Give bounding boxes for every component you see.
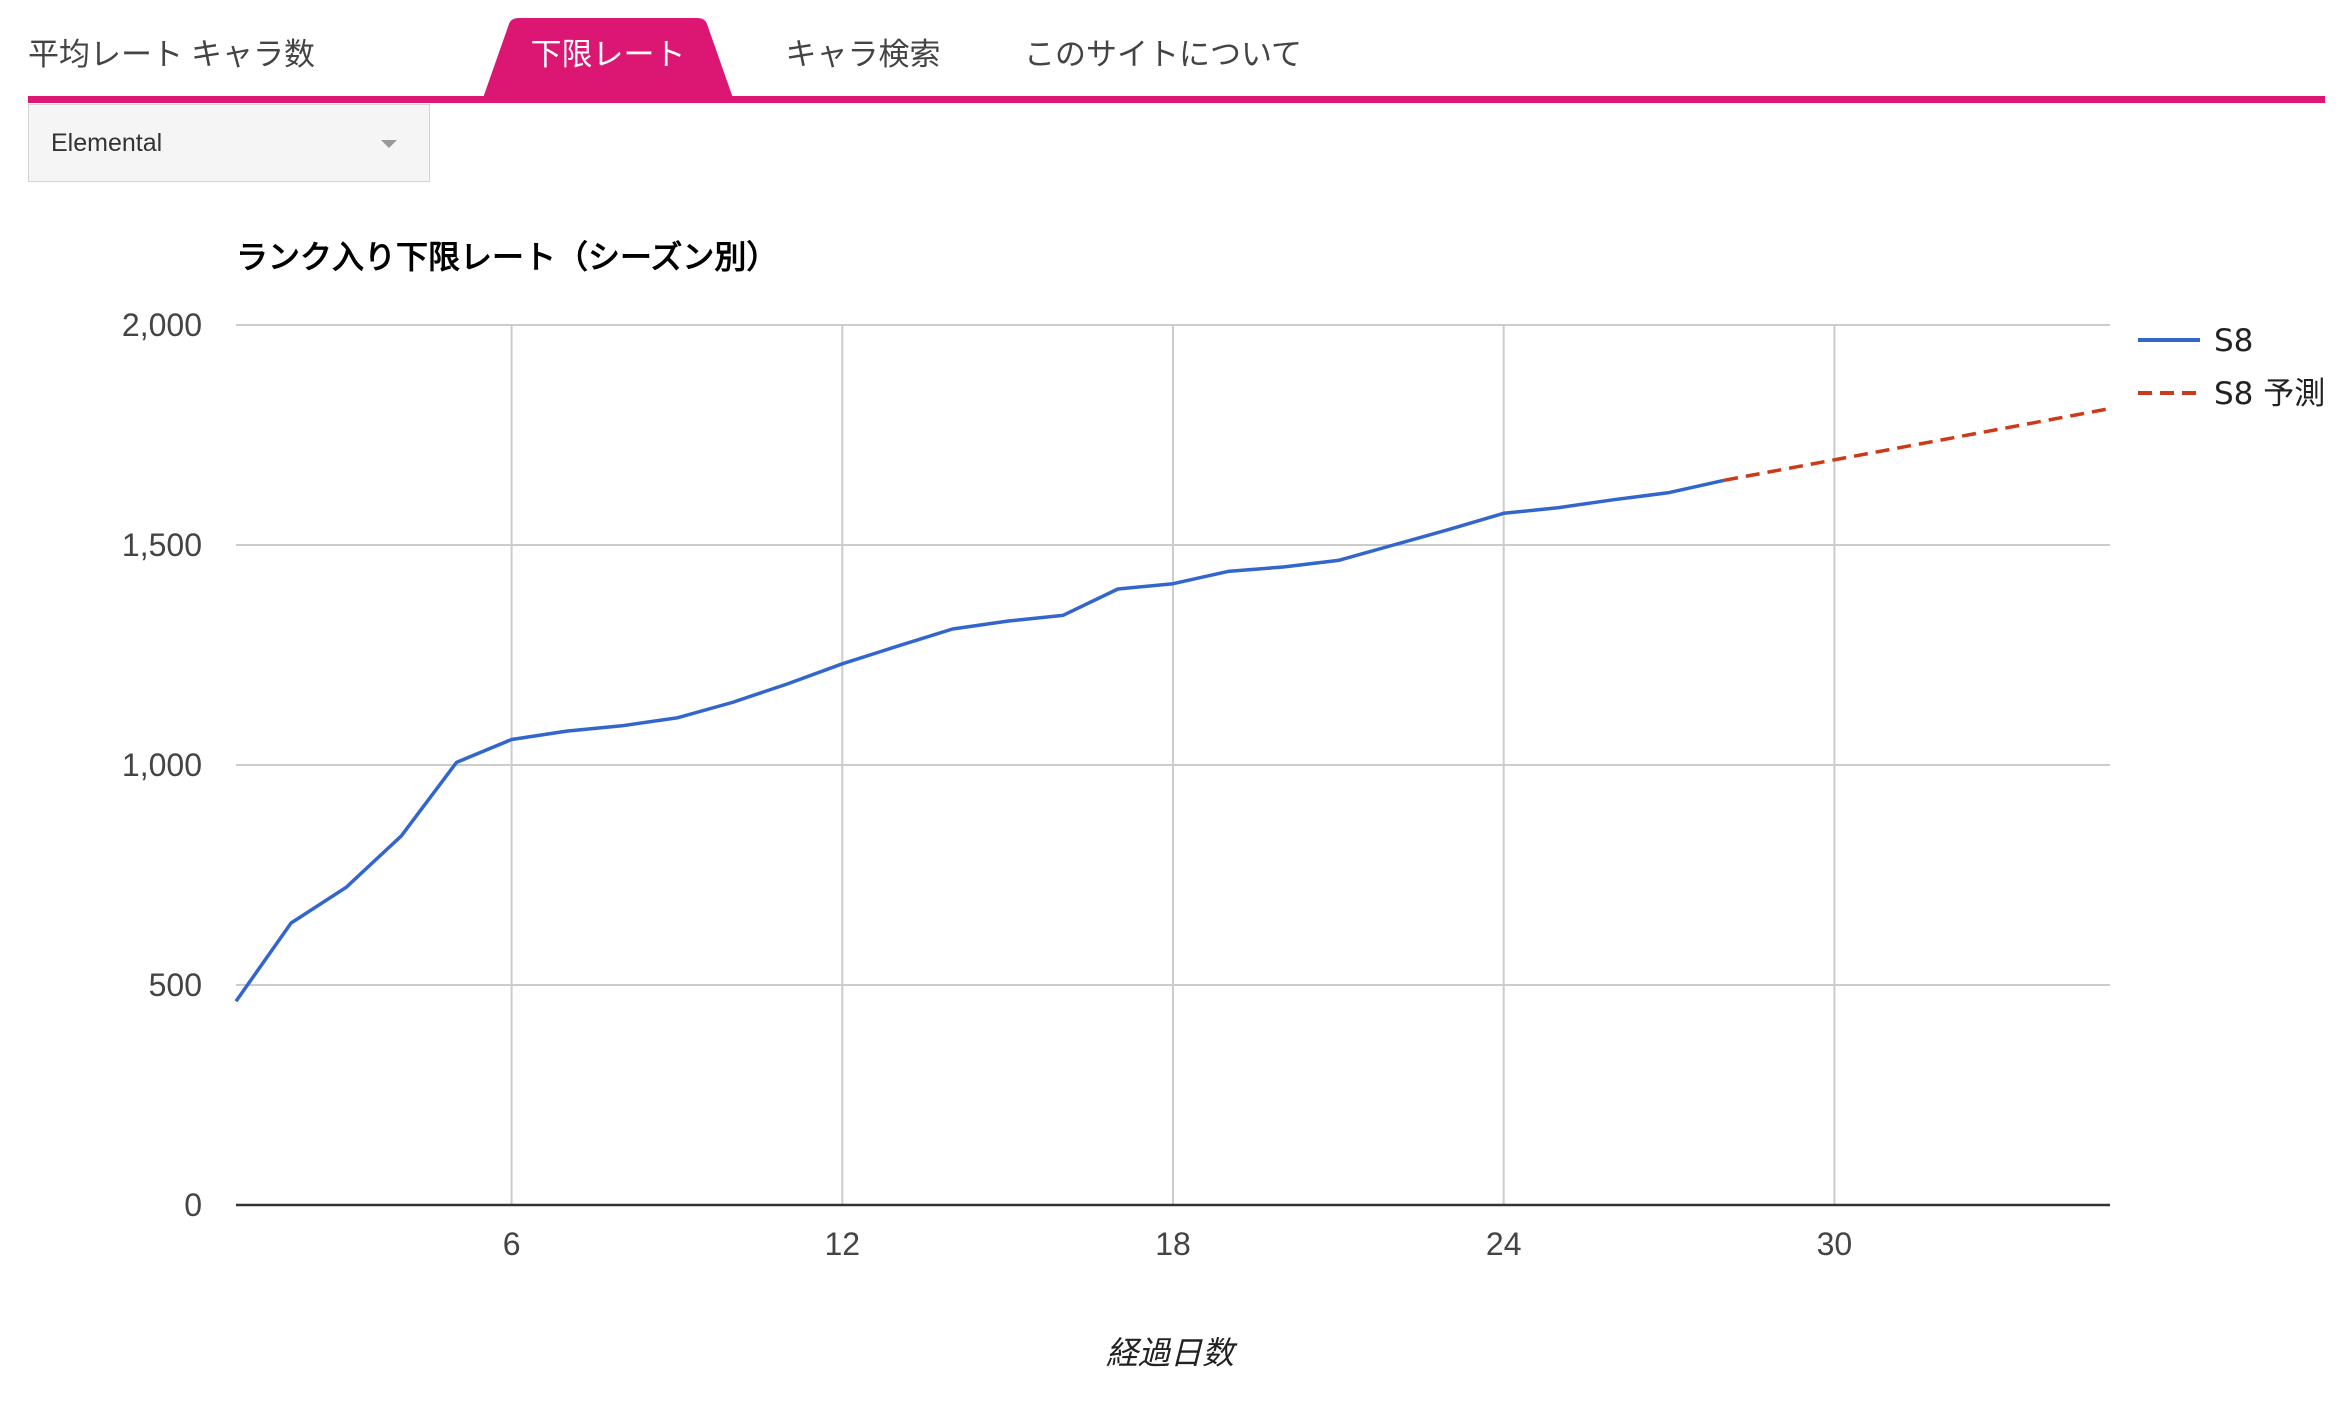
x-tick-label: 24 (1486, 1226, 1522, 1262)
legend-entry: S8 予測 (2214, 376, 2325, 412)
axes: 0 500 1,000 1,500 2,000 6 12 18 24 30 (122, 307, 2110, 1262)
y-tick-label: 2,000 (122, 307, 202, 343)
y-tick-label: 1,000 (122, 747, 202, 783)
chevron-down-icon (381, 140, 397, 148)
tab-label: キャラ数 (191, 37, 315, 73)
tab-character-count[interactable]: キャラ数 (178, 18, 328, 98)
grid-lines (236, 324, 2110, 1205)
x-axis-label: 経過日数 (1105, 1334, 1234, 1372)
tab-average-rate[interactable]: 平均レート (28, 18, 183, 98)
legend-entry: S8 (2214, 323, 2253, 359)
x-tick-label: 30 (1817, 1226, 1853, 1262)
x-tick-label: 6 (503, 1226, 521, 1262)
element-select-value: Elemental (51, 129, 163, 157)
tab-character-search[interactable]: キャラ検索 (768, 18, 958, 98)
chart-title: ランク入り下限レート（シーズン別） (236, 238, 779, 276)
tab-underline (28, 96, 2325, 103)
x-tick-label: 12 (824, 1226, 860, 1262)
y-tick-label: 500 (149, 967, 202, 1003)
tab-minimum-rate[interactable]: 下限レート (483, 18, 733, 98)
legend: S8 S8 予測 (2138, 323, 2325, 412)
tab-label: このサイトについて (1023, 37, 1303, 73)
element-select[interactable]: Elemental (28, 104, 430, 182)
series-line-s8 (234, 478, 1725, 1003)
tab-label: キャラ検索 (785, 37, 941, 73)
tab-label: 下限レート (530, 37, 686, 73)
x-tick-label: 18 (1155, 1226, 1191, 1262)
y-tick-label: 1,500 (122, 527, 202, 563)
tab-bar: 平均レート キャラ数 下限レート キャラ検索 このサイトについて (28, 0, 2325, 104)
tab-about-site[interactable]: このサイトについて (1018, 18, 1308, 98)
series (234, 406, 2111, 1003)
tab-label: 平均レート (28, 37, 183, 73)
y-tick-label: 0 (184, 1187, 202, 1223)
series-line-forecast (1723, 406, 2111, 483)
active-tab-background (483, 18, 733, 98)
